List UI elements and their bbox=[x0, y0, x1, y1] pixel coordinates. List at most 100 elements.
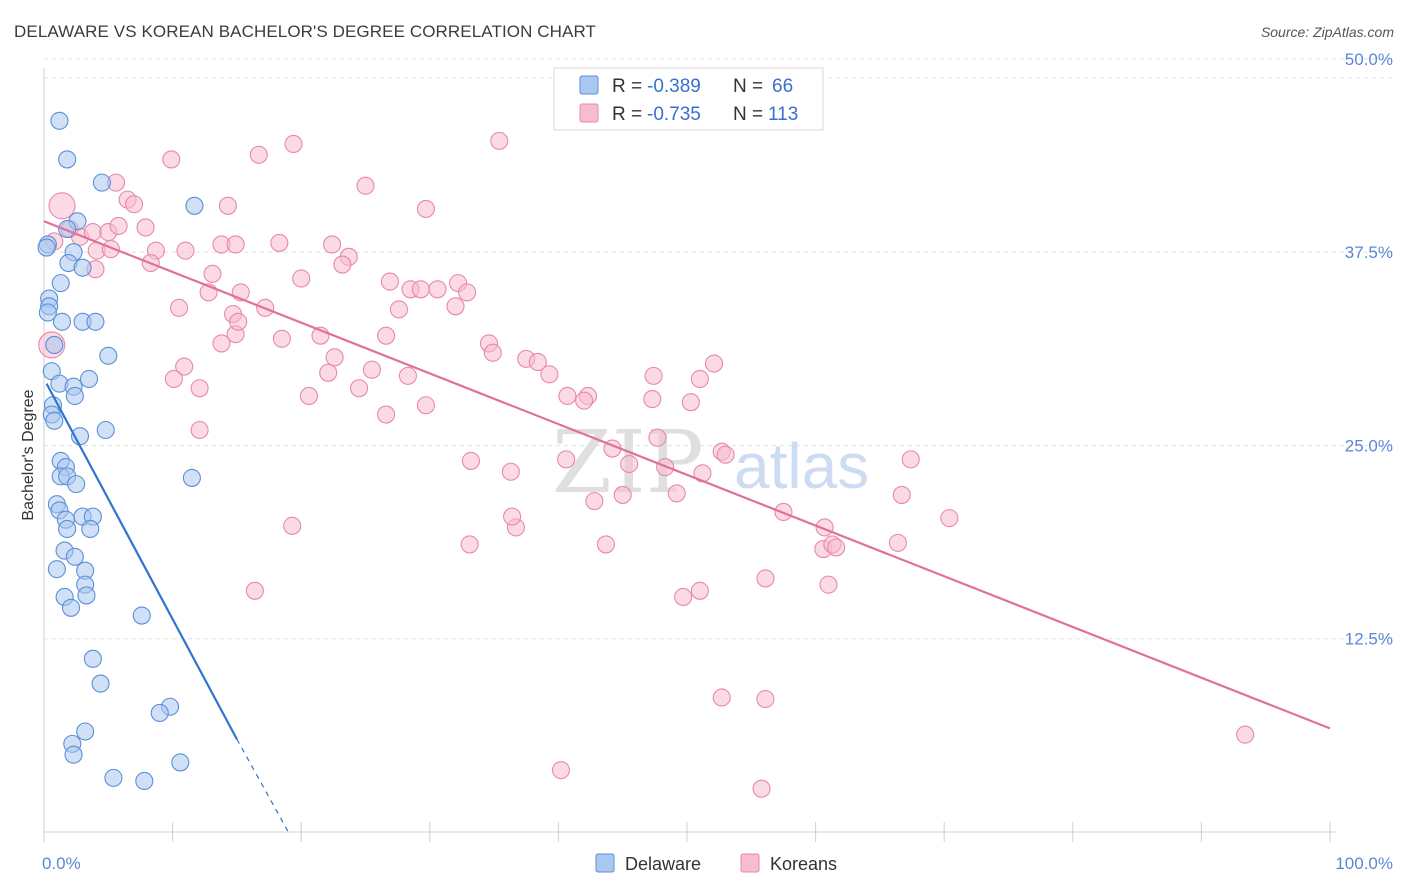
delaware-point bbox=[171, 753, 190, 772]
koreans-point bbox=[229, 312, 248, 331]
delaware-point bbox=[104, 768, 123, 787]
koreans-point bbox=[446, 297, 465, 316]
legend: R = -0.389 N = 66 R = -0.735 N = 113 bbox=[553, 67, 824, 131]
x-tick-label-min: 0.0% bbox=[42, 854, 81, 873]
x-tick-label-max: 100.0% bbox=[1335, 854, 1393, 873]
koreans-point bbox=[501, 462, 520, 481]
legend-r-value-delaware: -0.389 bbox=[647, 76, 701, 97]
legend-box bbox=[553, 67, 824, 131]
koreans-point bbox=[756, 569, 775, 588]
koreans-point bbox=[416, 199, 435, 218]
delaware-point bbox=[99, 346, 118, 365]
koreans-point bbox=[283, 516, 302, 535]
legend-swatch-koreans bbox=[579, 103, 599, 123]
delaware-point bbox=[79, 369, 99, 389]
koreans-point bbox=[460, 535, 479, 554]
delaware-point bbox=[150, 703, 169, 722]
delaware-point bbox=[77, 586, 96, 605]
chart-title: DELAWARE VS KOREAN BACHELOR'S DEGREE COR… bbox=[14, 22, 597, 41]
koreans-point bbox=[819, 575, 838, 594]
trend-lines bbox=[43, 220, 1331, 833]
watermark-atlas: atlas bbox=[734, 430, 869, 502]
koreans-point bbox=[175, 357, 194, 376]
koreans-point bbox=[648, 428, 667, 447]
source-label: Source: ZipAtlas.com bbox=[1260, 24, 1394, 40]
delaware-point bbox=[52, 312, 72, 331]
delaware-point bbox=[132, 606, 151, 625]
koreans-point bbox=[325, 348, 344, 367]
koreans-point bbox=[136, 218, 155, 237]
delaware-point bbox=[51, 274, 70, 293]
koreans-point bbox=[380, 272, 399, 291]
koreans-point bbox=[490, 131, 509, 150]
gridlines bbox=[44, 58, 1392, 640]
delaware-trend-extension bbox=[236, 738, 289, 833]
koreans-point bbox=[681, 393, 700, 412]
delaware-point bbox=[76, 722, 95, 741]
koreans-point bbox=[299, 386, 318, 406]
legend-n-label-koreans: N = bbox=[733, 104, 763, 125]
delaware-point bbox=[67, 475, 86, 494]
delaware-point bbox=[37, 238, 56, 257]
koreans-point bbox=[503, 507, 522, 526]
y-tick-label: 37.5% bbox=[1345, 243, 1393, 262]
legend-swatch-delaware bbox=[579, 75, 599, 95]
koreans-point bbox=[226, 235, 245, 254]
koreans-point bbox=[585, 492, 604, 511]
x-ticks bbox=[43, 822, 1331, 842]
delaware-point bbox=[96, 420, 115, 440]
delaware-point bbox=[83, 649, 102, 668]
koreans-point bbox=[756, 689, 775, 709]
delaware-point bbox=[65, 386, 84, 406]
koreans-point bbox=[892, 485, 911, 504]
koreans-point bbox=[162, 150, 181, 169]
koreans-point bbox=[270, 233, 289, 252]
koreans-point bbox=[212, 334, 231, 353]
koreans-point bbox=[190, 379, 209, 398]
koreans-point bbox=[48, 192, 76, 220]
koreans-point bbox=[667, 484, 686, 503]
koreans-point bbox=[575, 391, 594, 410]
delaware-point bbox=[61, 598, 81, 617]
axes bbox=[43, 68, 1336, 833]
delaware-point bbox=[58, 150, 77, 169]
koreans-point bbox=[164, 369, 183, 389]
koreans-point bbox=[558, 386, 577, 406]
delaware-point bbox=[58, 519, 77, 539]
legend-n-value-koreans: 113 bbox=[768, 104, 798, 125]
koreans-point bbox=[428, 280, 447, 299]
delaware-trend-line bbox=[45, 383, 238, 740]
delaware-point bbox=[182, 468, 201, 487]
y-tick-label: 25.0% bbox=[1345, 436, 1393, 455]
koreans-point bbox=[596, 535, 616, 554]
koreans-trend-line bbox=[43, 220, 1331, 730]
delaware-point bbox=[185, 196, 204, 215]
koreans-point bbox=[356, 176, 375, 195]
koreans-point bbox=[389, 300, 408, 319]
koreans-point bbox=[350, 379, 369, 398]
koreans-point bbox=[124, 195, 144, 214]
koreans-point bbox=[643, 390, 662, 409]
koreans-point bbox=[888, 533, 907, 552]
koreans-point bbox=[272, 329, 291, 348]
koreans-point bbox=[377, 405, 396, 424]
koreans-point bbox=[333, 255, 352, 274]
koreans-point bbox=[690, 369, 709, 389]
y-tick-labels: 12.5% 25.0% 37.5% 50.0% bbox=[1345, 50, 1393, 649]
koreans-point bbox=[377, 326, 396, 345]
koreans-point bbox=[528, 352, 547, 372]
delaware-point bbox=[45, 335, 64, 355]
bottom-legend-label-delaware: Delaware bbox=[625, 854, 701, 874]
legend-n-label-delaware: N = bbox=[733, 76, 763, 97]
koreans-point bbox=[483, 343, 502, 362]
y-tick-label: 50.0% bbox=[1345, 50, 1393, 69]
delaware-point bbox=[64, 745, 83, 764]
koreans-point bbox=[461, 451, 481, 470]
y-axis-title: Bachelor's Degree bbox=[20, 389, 37, 520]
koreans-point bbox=[716, 445, 735, 464]
delaware-point bbox=[47, 560, 66, 579]
legend-r-label-delaware: R = bbox=[612, 76, 642, 97]
koreans-point bbox=[416, 396, 435, 415]
koreans-point bbox=[284, 134, 303, 154]
